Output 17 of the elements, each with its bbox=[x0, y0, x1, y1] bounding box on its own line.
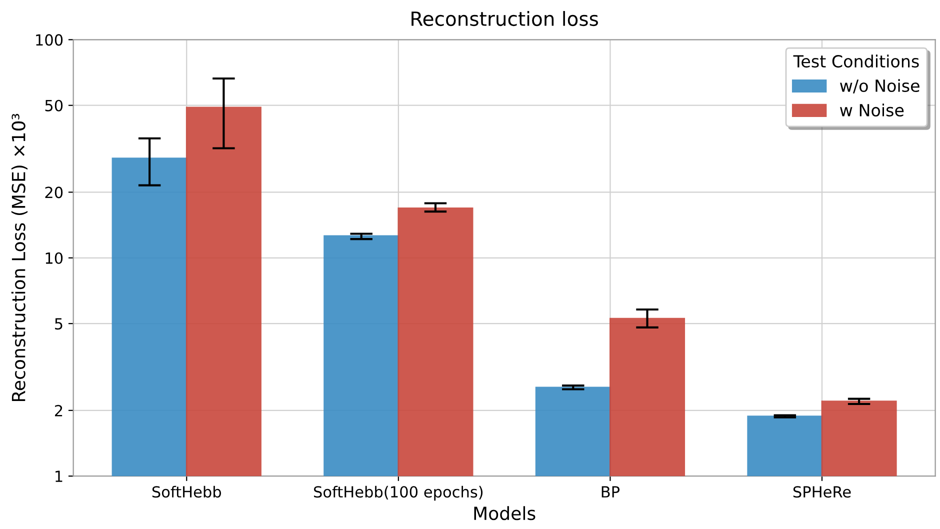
y-tick-label: 1 bbox=[56, 470, 62, 482]
y-tick-label: 20 bbox=[45, 186, 63, 198]
y-tick-label: 2 bbox=[54, 404, 62, 416]
x-tick-label: BP bbox=[602, 486, 620, 498]
x-axis-title: Models bbox=[474, 506, 536, 520]
x-tick-label: SPHeRe bbox=[793, 486, 851, 498]
x-tick-label: SoftHebb bbox=[152, 486, 222, 498]
y-tick-label: 5 bbox=[55, 318, 62, 330]
y-axis-title: Reconstruction Loss (MSE) ×10³ bbox=[11, 114, 28, 402]
chart-title: Reconstruction loss bbox=[412, 11, 598, 26]
y-tick-label: 100 bbox=[36, 34, 63, 46]
y-tick-label: 10 bbox=[46, 252, 63, 264]
y-tick-label: 50 bbox=[45, 100, 63, 112]
legend-label: w/o Noise bbox=[840, 79, 920, 94]
legend-label: w Noise bbox=[840, 104, 904, 117]
legend-title: Test Conditions bbox=[793, 54, 919, 68]
x-tick-label: SoftHebb(100 epochs) bbox=[314, 486, 483, 501]
